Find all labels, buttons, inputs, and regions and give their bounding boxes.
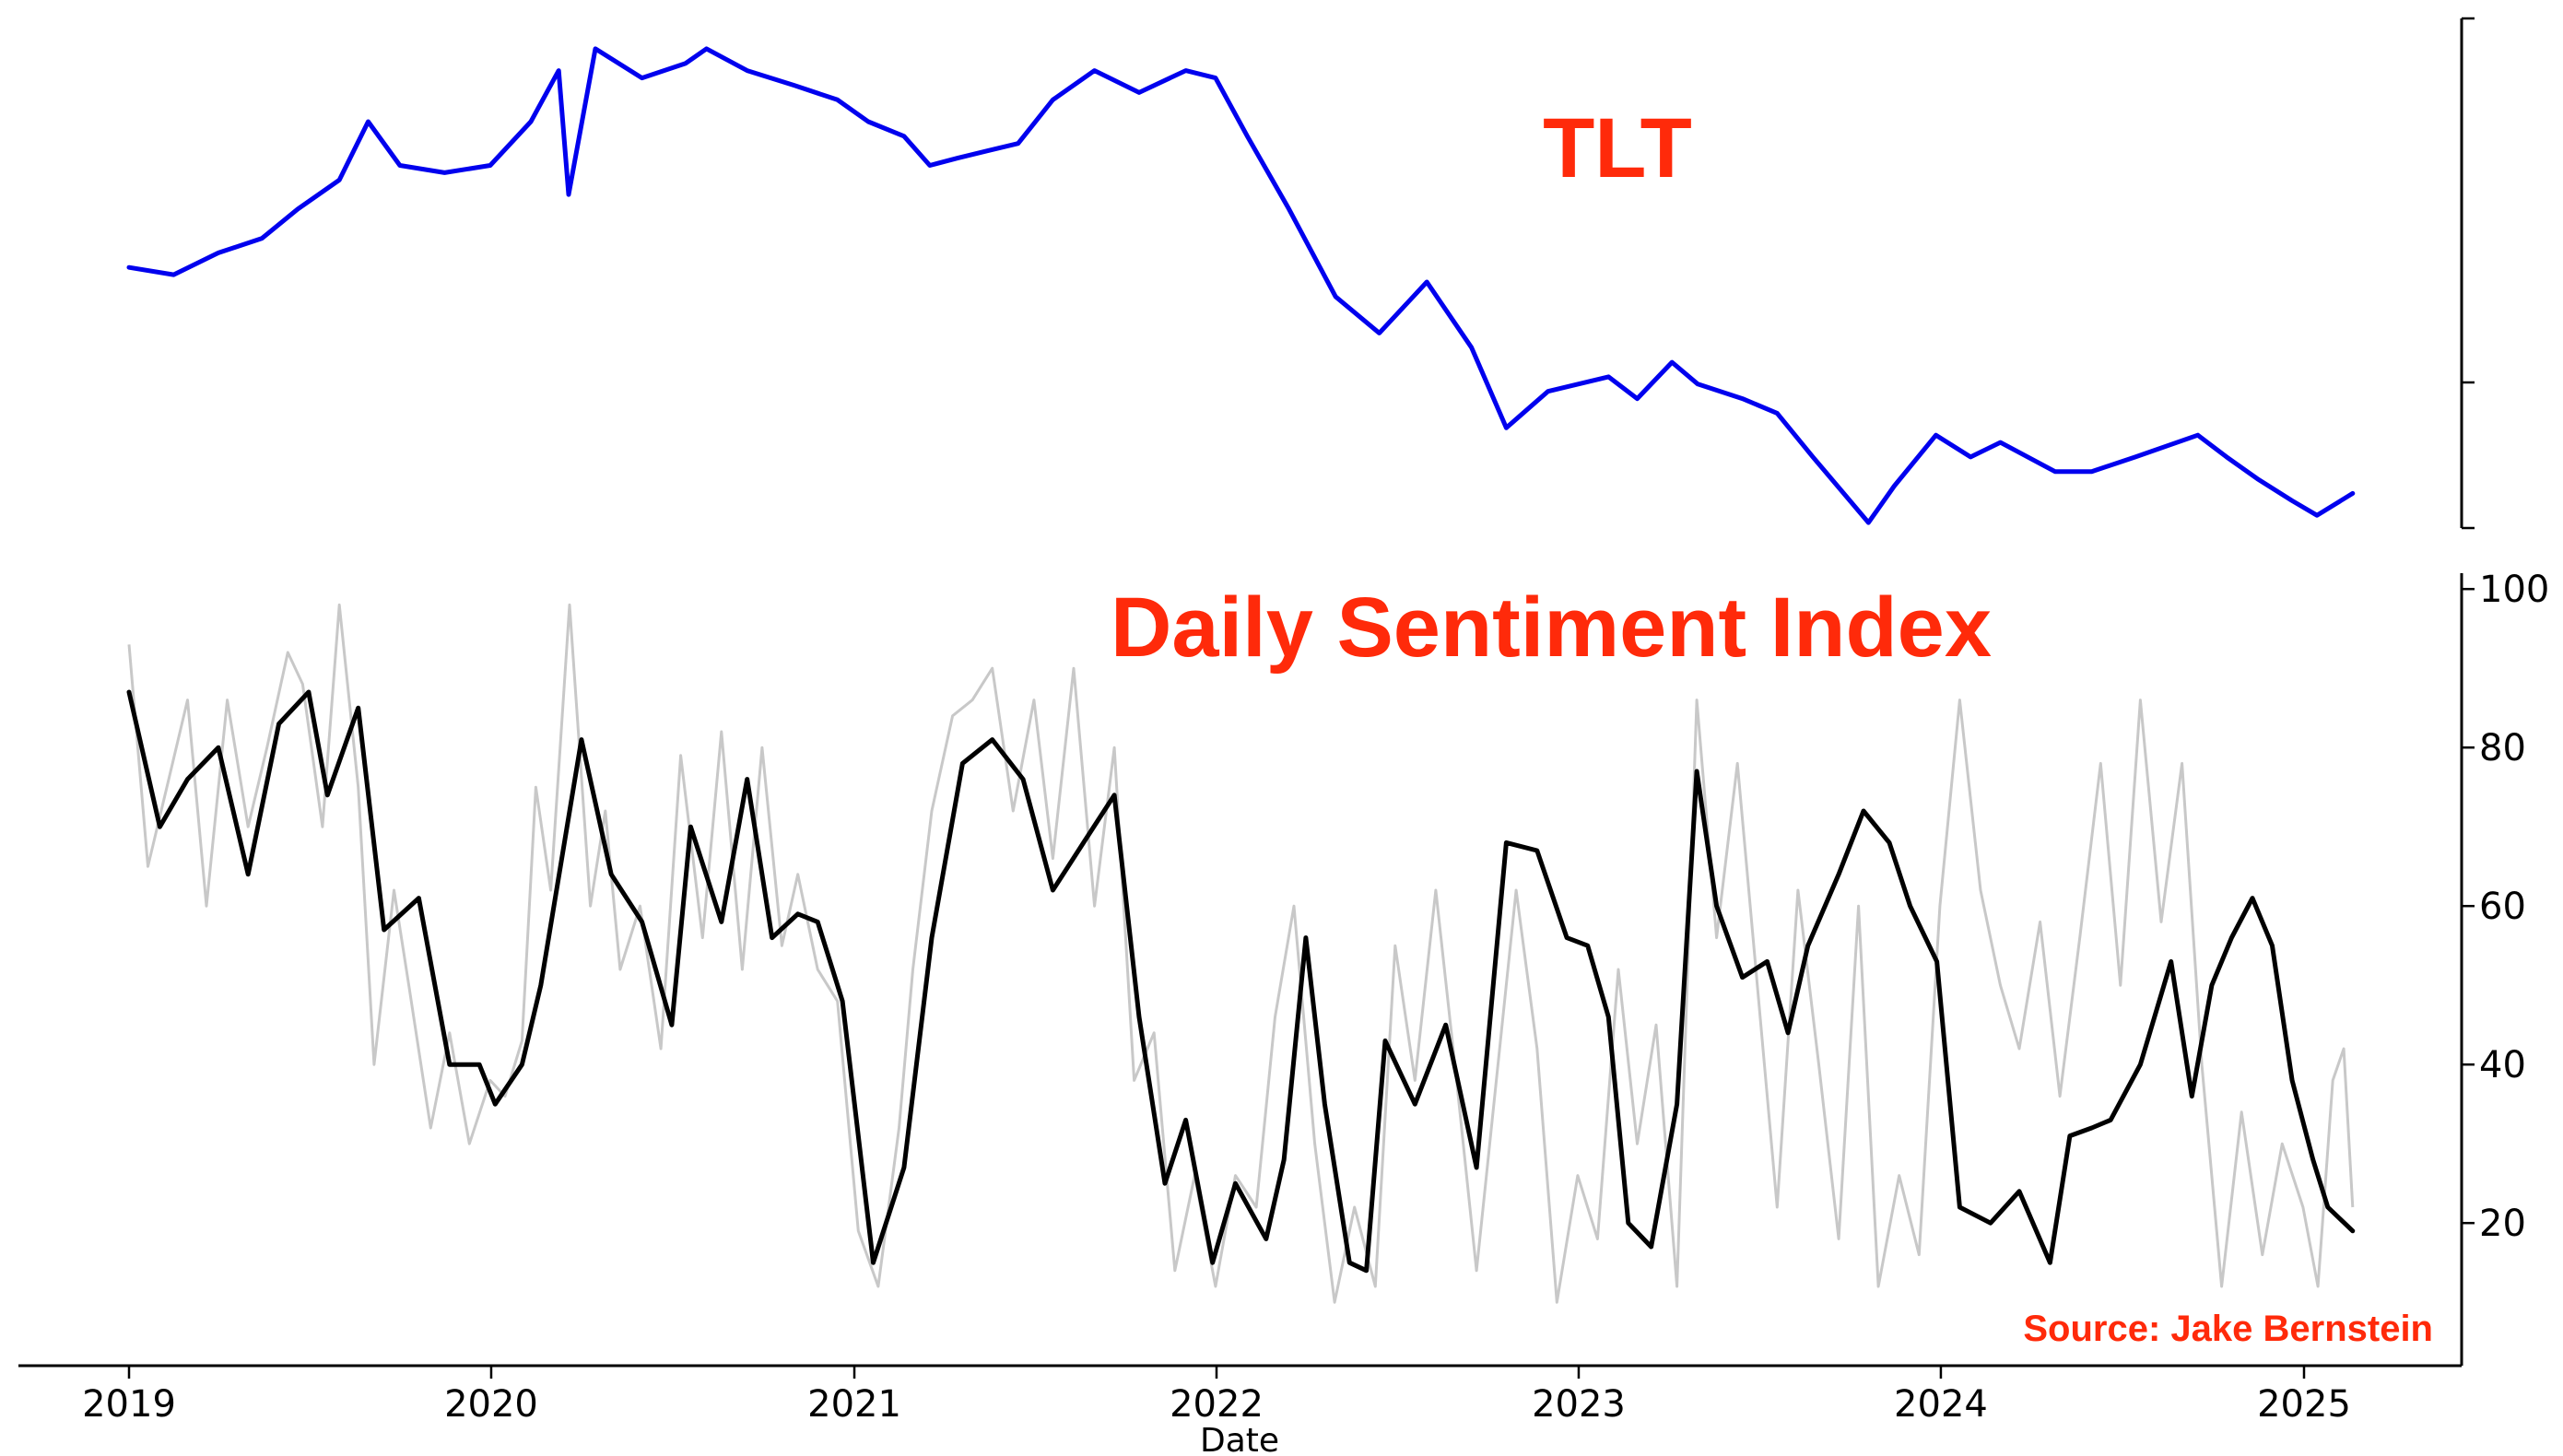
x-tick-label: 2025	[2257, 1383, 2351, 1426]
y-tick-label: 60	[2479, 886, 2526, 928]
y-tick-label: 80	[2479, 727, 2526, 769]
dsi-title: Daily Sentiment Index	[1111, 581, 1992, 675]
x-tick-label: 2020	[444, 1383, 538, 1426]
x-tick-label: 2021	[807, 1383, 901, 1426]
y-tick-label: 100	[2479, 569, 2549, 611]
tlt-panel: TLT	[126, 17, 2475, 530]
y-axis-ticks: 20 40 60 80 100	[2462, 569, 2549, 1245]
x-tick-label: 2019	[82, 1383, 176, 1426]
x-tick-label: 2023	[1532, 1383, 1626, 1426]
dsi-panel: 2019 2020 2021 2022 2023 2024 2025 20 40 60 80 100…	[18, 569, 2549, 1456]
x-tick-label: 2022	[1170, 1383, 1264, 1426]
dsi-smoothed-series-line	[126, 689, 2356, 1274]
x-axis-ticks: 2019 2020 2021 2022 2023 2024 2025	[82, 1366, 2351, 1426]
y-tick-label: 40	[2479, 1044, 2526, 1086]
source-annotation: Source: Jake Bernstein	[2023, 1309, 2433, 1349]
dsi-raw-series-line	[127, 603, 2355, 1304]
x-tick-label: 2024	[1894, 1383, 1988, 1426]
y-tick-label: 20	[2479, 1203, 2526, 1245]
x-axis-title: Date	[1200, 1422, 1279, 1456]
tlt-title: TLT	[1543, 101, 1692, 195]
tlt-series-line	[126, 46, 2356, 525]
